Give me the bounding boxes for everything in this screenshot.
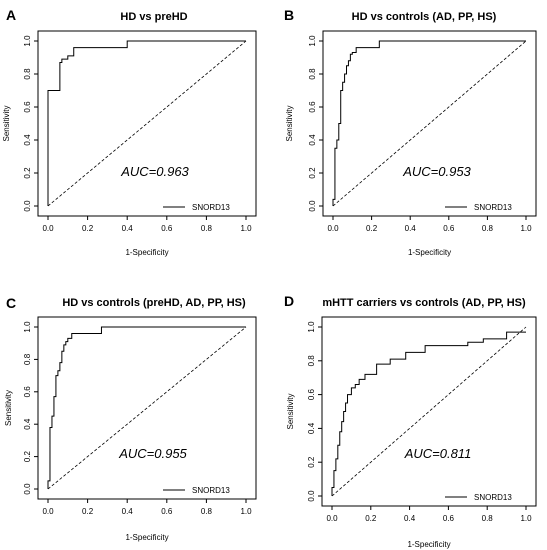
legend-label: SNORD13 [192, 486, 230, 495]
x-tick-label: 0.2 [366, 224, 378, 233]
y-tick-label: 1.0 [23, 35, 32, 47]
legend-label: SNORD13 [474, 203, 512, 212]
x-tick-label: 1.0 [520, 514, 532, 523]
y-tick-label: 0.8 [23, 353, 32, 365]
y-tick-label: 0.6 [23, 101, 32, 113]
x-tick-label: 0.2 [82, 507, 94, 516]
roc-curve-line [47, 326, 246, 489]
y-tick-label: 1.0 [307, 321, 316, 333]
x-tick-label: 0.8 [482, 514, 494, 523]
x-tick-label: 0.8 [201, 224, 213, 233]
x-tick-label: 1.0 [240, 224, 252, 233]
x-tick-label: 0.0 [42, 507, 54, 516]
x-tick-label: 0.2 [82, 224, 94, 233]
panel-letter: D [284, 293, 294, 309]
legend: SNORD13 [437, 489, 535, 505]
y-tick-label: 0.0 [307, 490, 316, 502]
chance-diagonal-line [331, 326, 527, 497]
legend-label: SNORD13 [474, 493, 512, 502]
panel-letter: B [284, 7, 294, 23]
x-tick-label: 0.8 [201, 507, 213, 516]
chance-diagonal-line [332, 40, 527, 207]
auc-annotation: AUC=0.953 [402, 164, 471, 179]
y-tick-label: 0.8 [23, 68, 32, 80]
y-axis-label: Sensitivity [2, 105, 11, 141]
y-tick-label: 0.2 [23, 167, 32, 179]
y-axis-label: Sensitivity [286, 393, 295, 429]
y-tick-label: 0.0 [23, 483, 32, 495]
roc-curve-line [332, 40, 526, 206]
auc-annotation: AUC=0.955 [118, 446, 187, 461]
roc-panel-c: C HD vs controls (preHD, AD, PP, HS) 0.0 0.… [4, 295, 257, 542]
x-tick-label: 0.0 [327, 224, 339, 233]
y-tick-label: 0.2 [23, 450, 32, 462]
y-tick-label: 0.8 [307, 355, 316, 367]
legend: SNORD13 [155, 199, 255, 215]
x-axis-label: 1-Specificity [125, 248, 168, 257]
x-tick-label: 1.0 [240, 507, 252, 516]
plot-frame [37, 30, 257, 217]
legend-box [155, 199, 255, 215]
x-tick-label: 0.6 [443, 514, 455, 523]
panel-letter: C [6, 295, 16, 311]
y-axis-label: Sensitivity [4, 390, 13, 426]
x-tick-label: 0.6 [161, 507, 173, 516]
roc-curve-line [47, 40, 246, 206]
x-tick-label: 0.2 [365, 514, 377, 523]
x-tick-label: 0.4 [405, 224, 417, 233]
panel-title: mHTT carriers vs controls (AD, PP, HS) [322, 297, 526, 309]
legend-box [155, 482, 255, 498]
panel-title: HD vs controls (AD, PP, HS) [352, 11, 497, 23]
chance-diagonal-line [47, 326, 247, 490]
roc-curve-line [331, 331, 526, 496]
x-tick-label: 1.0 [520, 224, 532, 233]
y-tick-label: 0.4 [308, 134, 317, 146]
y-tick-label: 0.4 [23, 418, 32, 430]
x-tick-label: 0.6 [443, 224, 455, 233]
y-tick-label: 0.0 [308, 200, 317, 212]
auc-annotation: AUC=0.963 [120, 164, 189, 179]
y-tick-label: 1.0 [308, 35, 317, 47]
panel-title: HD vs preHD [120, 11, 187, 23]
x-tick-label: 0.4 [122, 224, 134, 233]
x-axis-label: 1-Specificity [125, 533, 168, 542]
plot-frame [322, 30, 537, 217]
y-tick-label: 0.4 [23, 134, 32, 146]
x-axis-label: 1-Specificity [408, 248, 451, 257]
x-tick-label: 0.8 [482, 224, 494, 233]
plot-frame [37, 316, 257, 500]
y-tick-label: 0.8 [308, 68, 317, 80]
legend: SNORD13 [155, 482, 255, 498]
y-tick-label: 0.0 [23, 200, 32, 212]
legend-box [437, 489, 535, 505]
y-tick-label: 1.0 [23, 321, 32, 333]
x-tick-label: 0.6 [161, 224, 173, 233]
y-tick-label: 0.6 [23, 386, 32, 398]
x-axis-label: 1-Specificity [407, 540, 450, 549]
legend-label: SNORD13 [192, 203, 230, 212]
x-tick-label: 0.4 [404, 514, 416, 523]
auc-annotation: AUC=0.811 [404, 446, 472, 461]
x-tick-label: 0.0 [326, 514, 338, 523]
y-axis-label: Sensitivity [285, 105, 294, 141]
y-tick-label: 0.2 [308, 167, 317, 179]
y-tick-label: 0.6 [308, 101, 317, 113]
chance-diagonal-line [47, 40, 247, 207]
roc-panel-b: B HD vs controls (AD, PP, HS) 0.0 0.2 0.4 0.6… [284, 7, 537, 257]
plot-frame [321, 316, 537, 507]
legend-box [437, 199, 535, 215]
panel-title: HD vs controls (preHD, AD, PP, HS) [62, 297, 246, 309]
x-tick-label: 0.0 [42, 224, 54, 233]
y-tick-label: 0.6 [307, 388, 316, 400]
panel-letter: A [6, 7, 16, 23]
y-tick-label: 0.2 [307, 456, 316, 468]
y-tick-label: 0.4 [307, 422, 316, 434]
legend: SNORD13 [437, 199, 535, 215]
x-tick-label: 0.4 [122, 507, 134, 516]
roc-panel-a: A HD vs preHD 0.0 0.2 0.4 0.6 0.8 1.0 0.0 0.2 0.4 0… [2, 7, 257, 257]
